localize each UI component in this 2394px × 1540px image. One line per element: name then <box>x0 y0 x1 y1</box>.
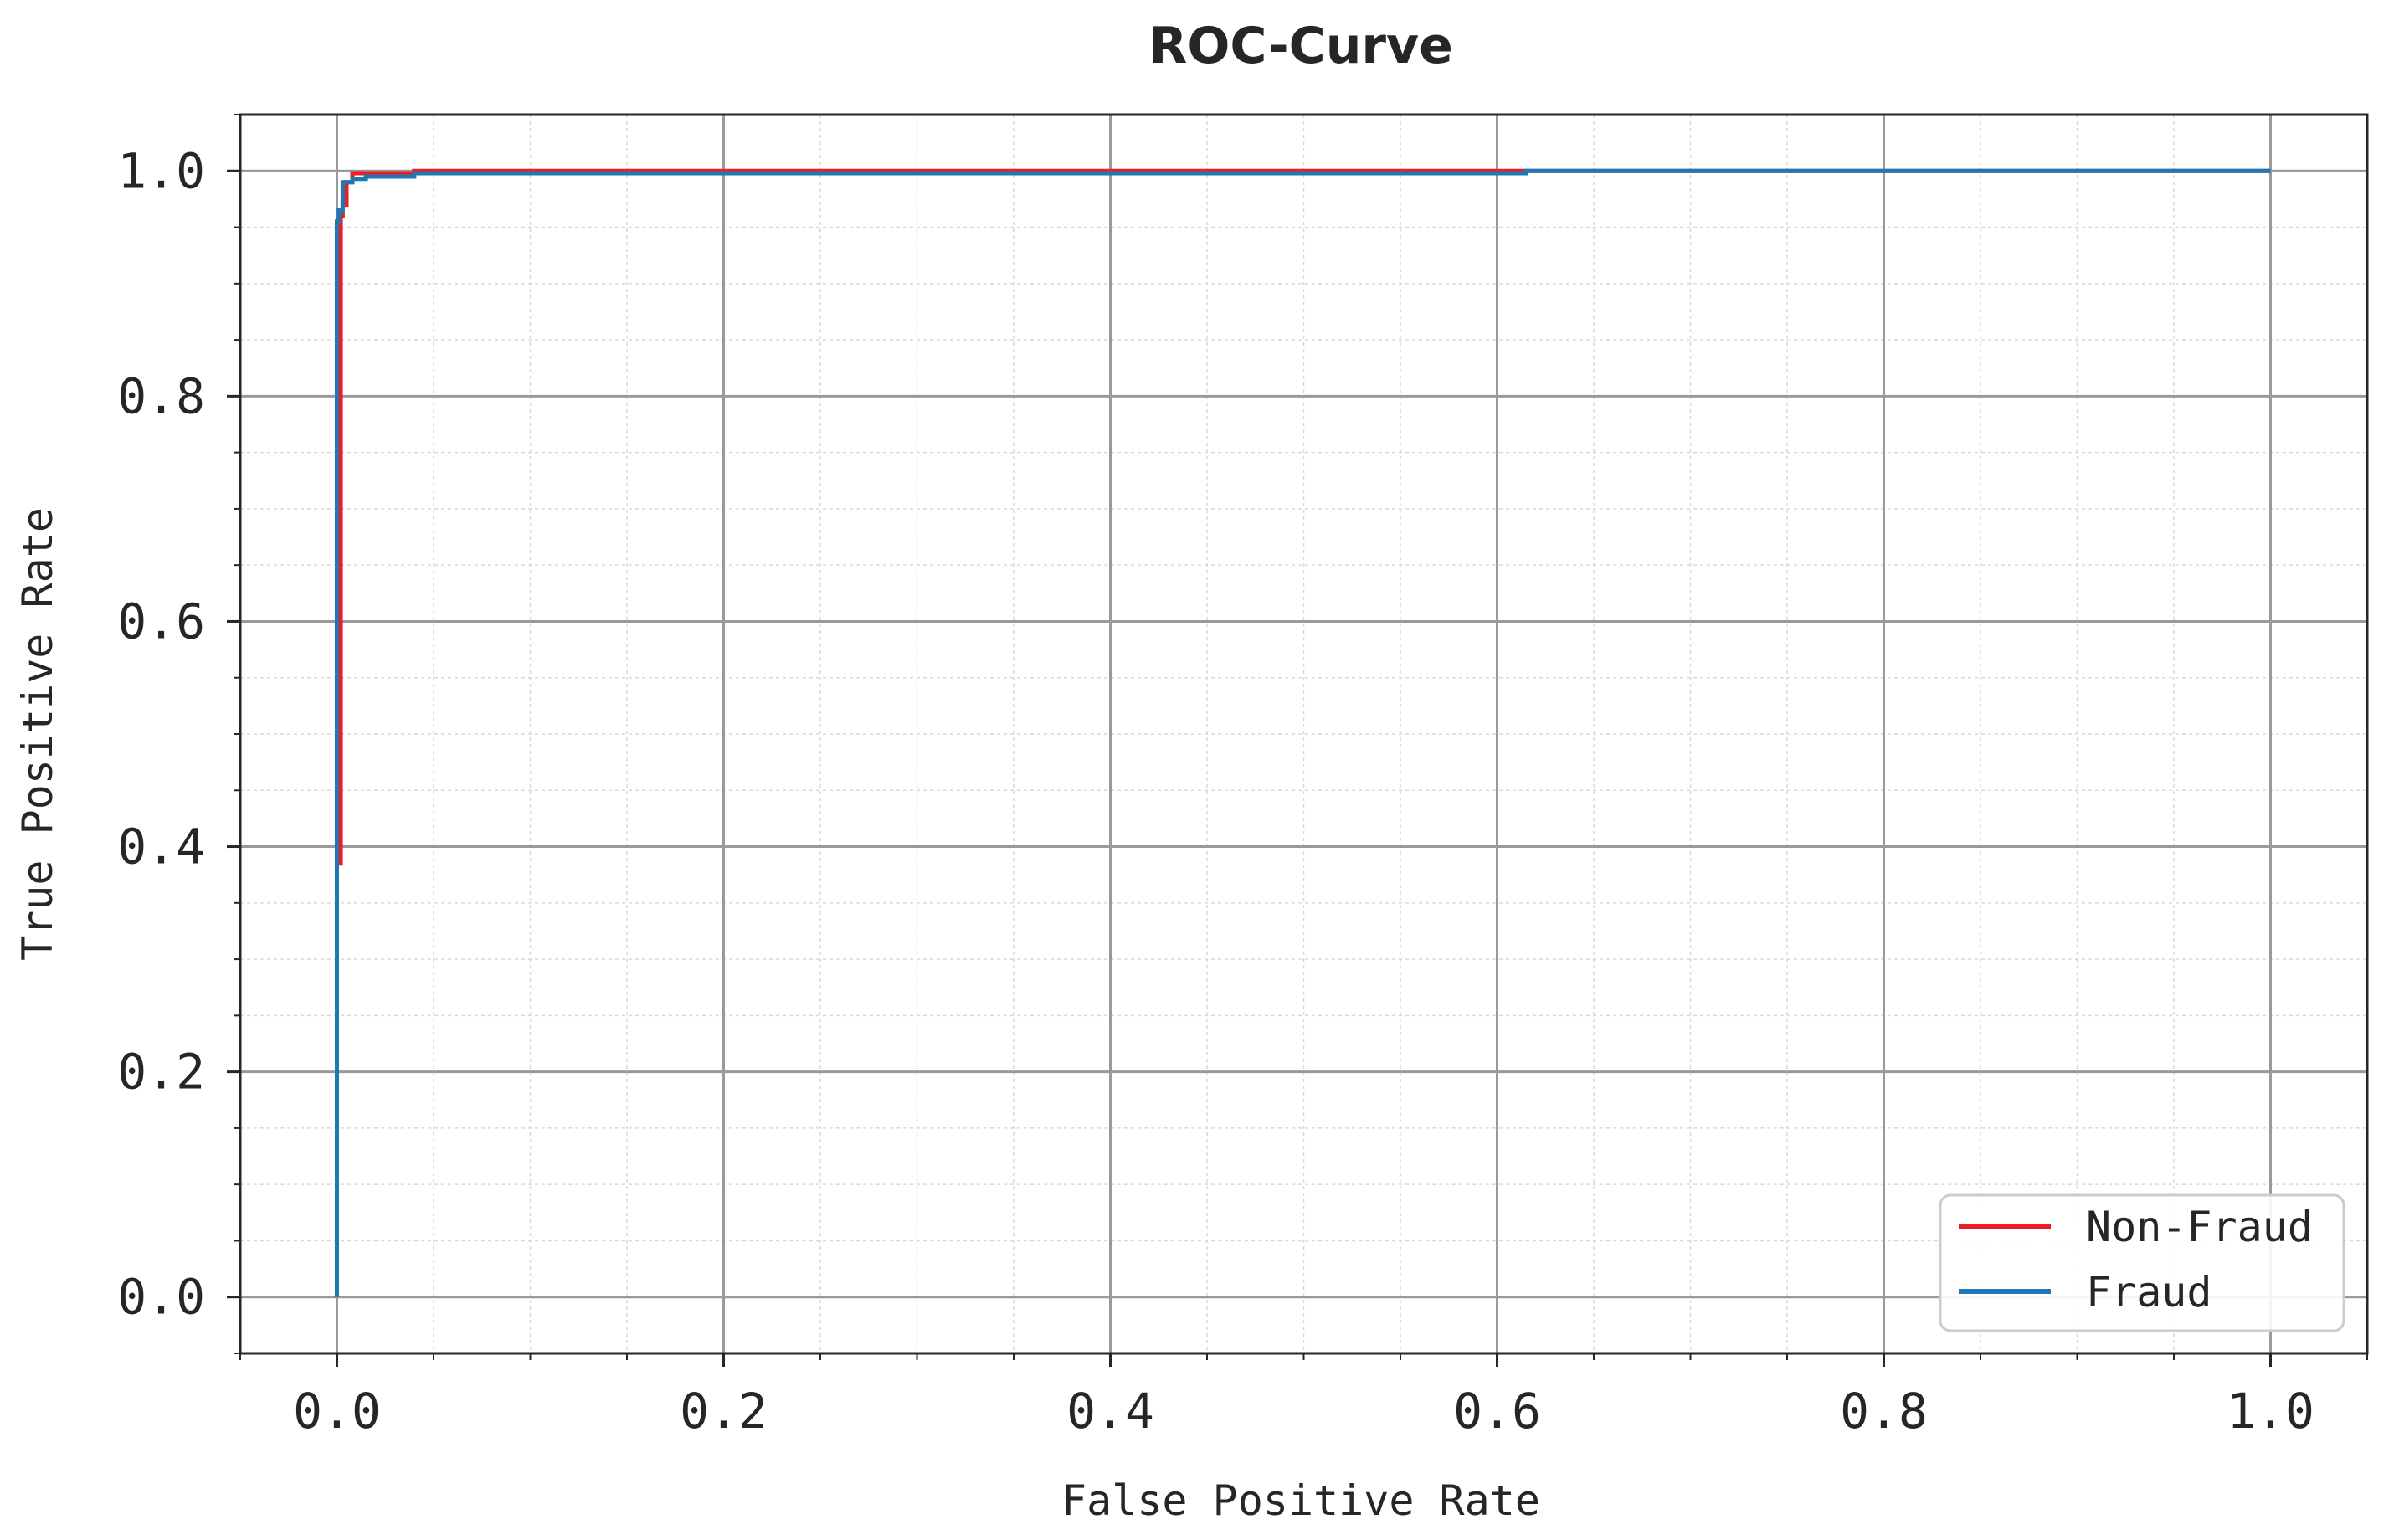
x-tick-label: 0.4 <box>1066 1383 1154 1440</box>
series-layer <box>335 168 2271 1297</box>
x-axis-label: False Positive Rate <box>1061 1476 1540 1525</box>
x-tick-label: 0.6 <box>1453 1383 1541 1440</box>
ticks <box>227 114 2368 1367</box>
y-tick-label: 1.0 <box>117 142 205 199</box>
y-tick-label: 0.6 <box>117 593 205 649</box>
x-tick-label: 0.8 <box>1840 1383 1928 1440</box>
y-tick-label: 0.8 <box>117 367 205 424</box>
y-axis-label: True Positive Rate <box>13 507 62 961</box>
y-tick-label: 0.2 <box>117 1044 205 1101</box>
legend-label-non-fraud: Non-Fraud <box>2086 1203 2313 1251</box>
x-tick-label: 0.2 <box>680 1383 768 1440</box>
legend-box <box>1939 1194 2345 1332</box>
legend: Non-Fraud Fraud <box>1939 1194 2345 1332</box>
chart-title: ROC-Curve <box>1148 17 1453 75</box>
series-line-fraud <box>335 168 2271 1297</box>
minor-grid <box>239 114 2368 1354</box>
legend-label-fraud: Fraud <box>2086 1268 2212 1317</box>
tick-labels: 0.0 0.2 0.4 0.6 0.8 1.0 0.0 0.2 0.4 0.6 0.8 1.0 <box>117 142 2314 1440</box>
x-tick-label: 1.0 <box>2227 1383 2314 1440</box>
x-tick-label: 0.0 <box>293 1383 381 1440</box>
y-tick-label: 0.0 <box>117 1269 205 1326</box>
y-tick-label: 0.4 <box>117 819 205 875</box>
